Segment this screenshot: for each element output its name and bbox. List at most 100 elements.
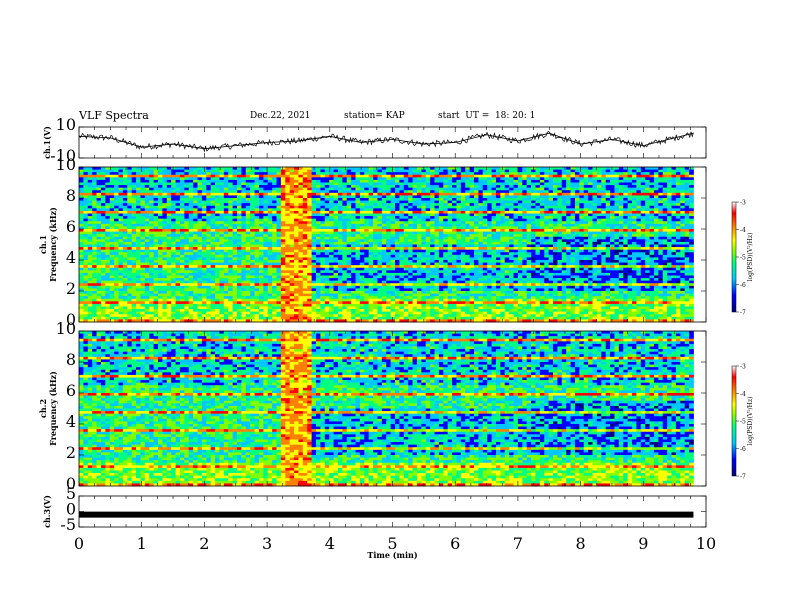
spectrogram-cell — [395, 247, 400, 250]
spectrogram-cell — [364, 201, 369, 204]
spectrogram-cell — [356, 185, 361, 188]
spectrogram-cell — [544, 252, 549, 255]
spectrogram-cell — [158, 242, 163, 245]
spectrogram-cell — [413, 177, 418, 180]
spectrogram-cell — [377, 175, 382, 178]
spectrogram-cell — [158, 190, 163, 193]
spectrogram-cell — [329, 177, 334, 180]
spectrogram-cell — [650, 255, 655, 258]
spectrogram-cell — [233, 245, 238, 248]
spectrogram-cell — [566, 198, 571, 201]
spectrogram-cell — [272, 183, 277, 186]
spectrogram-cell — [610, 255, 615, 258]
spectrogram-cell — [461, 247, 466, 250]
spectrogram-cell — [224, 188, 229, 191]
spectrogram-cell — [307, 232, 312, 235]
spectrogram-cell — [338, 180, 343, 183]
spectrogram-cell — [395, 208, 400, 211]
spectrogram-cell — [119, 185, 124, 188]
spectrogram-cell — [641, 214, 646, 217]
spectrogram-cell — [518, 211, 523, 214]
spectrogram-cell — [522, 211, 527, 214]
spectrogram-cell — [435, 206, 440, 209]
spectrogram-cell — [290, 180, 295, 183]
spectrogram-cell — [154, 242, 159, 245]
spectrogram-cell — [386, 250, 391, 253]
spectrogram-cell — [198, 195, 203, 198]
spectrogram-cell — [658, 224, 663, 227]
spectrogram-cell — [198, 221, 203, 224]
spectrogram-cell — [167, 188, 172, 191]
spectrogram-cell — [92, 224, 97, 227]
spectrogram-cell — [290, 239, 295, 242]
spectrogram-cell — [557, 252, 562, 255]
spectrogram-cell — [325, 183, 330, 186]
spectrogram-cell — [114, 193, 119, 196]
spectrogram-cell — [127, 188, 132, 191]
spectrogram-cell — [259, 203, 264, 206]
spectrogram-cell — [382, 226, 387, 229]
spectrogram-cell — [470, 255, 475, 258]
spectrogram-cell — [285, 242, 290, 245]
spectrogram-cell — [97, 214, 102, 217]
spectrogram-cell — [364, 208, 369, 211]
spectrogram-cell — [325, 172, 330, 175]
spectrogram-cell — [399, 247, 404, 250]
spectrogram-cell — [154, 219, 159, 222]
spectrogram-cell — [272, 255, 277, 258]
spectrogram-cell — [492, 170, 497, 173]
spectrogram-cell — [119, 245, 124, 248]
spectrogram-cell — [325, 180, 330, 183]
spectrogram-cell — [369, 206, 374, 209]
spectrogram-cell — [219, 214, 224, 217]
spectrogram-cell — [303, 203, 308, 206]
spectrogram-cell — [184, 195, 189, 198]
spectrogram-cell — [584, 245, 589, 248]
spectrogram-cell — [505, 185, 510, 188]
spectrogram-cell — [219, 247, 224, 250]
spectrogram-cell — [487, 255, 492, 258]
spectrogram-cell — [246, 193, 251, 196]
spectrogram-cell — [97, 216, 102, 219]
spectrogram-cell — [158, 172, 163, 175]
spectrogram-cell — [215, 237, 220, 240]
spectrogram-cell — [105, 167, 110, 170]
spectrogram-cell — [347, 232, 352, 235]
spectrogram-cell — [162, 206, 167, 209]
spectrogram-cell — [290, 203, 295, 206]
spectrogram-cell — [553, 226, 558, 229]
spectrogram-cell — [224, 170, 229, 173]
spectrogram-cell — [492, 229, 497, 232]
spectrogram-cell — [268, 188, 273, 191]
spectrogram-cell — [241, 226, 246, 229]
spectrogram-cell — [145, 195, 150, 198]
spectrogram-cell — [237, 172, 242, 175]
spectrogram-cell — [189, 193, 194, 196]
spectrogram-cell — [404, 208, 409, 211]
spectrogram-cell — [641, 188, 646, 191]
spectrogram-cell — [584, 172, 589, 175]
spectrogram-cell — [316, 206, 321, 209]
spectrogram-cell — [206, 252, 211, 255]
spectrogram-cell — [351, 201, 356, 204]
spectrogram-cell — [189, 219, 194, 222]
spectrogram-cell — [176, 221, 181, 224]
spectrogram-cell — [514, 250, 519, 253]
spectrogram-cell — [549, 255, 554, 258]
spectrogram-cell — [531, 232, 536, 235]
spectrogram-cell — [456, 180, 461, 183]
spectrogram-cell — [281, 229, 286, 232]
spectrogram-cell — [461, 201, 466, 204]
spectrogram-cell — [369, 232, 374, 235]
spectrogram-cell — [298, 242, 303, 245]
spectrogram-cell — [562, 250, 567, 253]
spectrogram-cell — [364, 234, 369, 237]
spectrogram-cell — [88, 250, 93, 253]
spectrogram-cell — [79, 232, 84, 235]
spectrogram-cell — [382, 252, 387, 255]
spectrogram-cell — [421, 177, 426, 180]
spectrogram-cell — [127, 224, 132, 227]
spectrogram-cell — [417, 211, 422, 214]
spectrogram-cell — [158, 247, 163, 250]
spectrogram-cell — [628, 183, 633, 186]
